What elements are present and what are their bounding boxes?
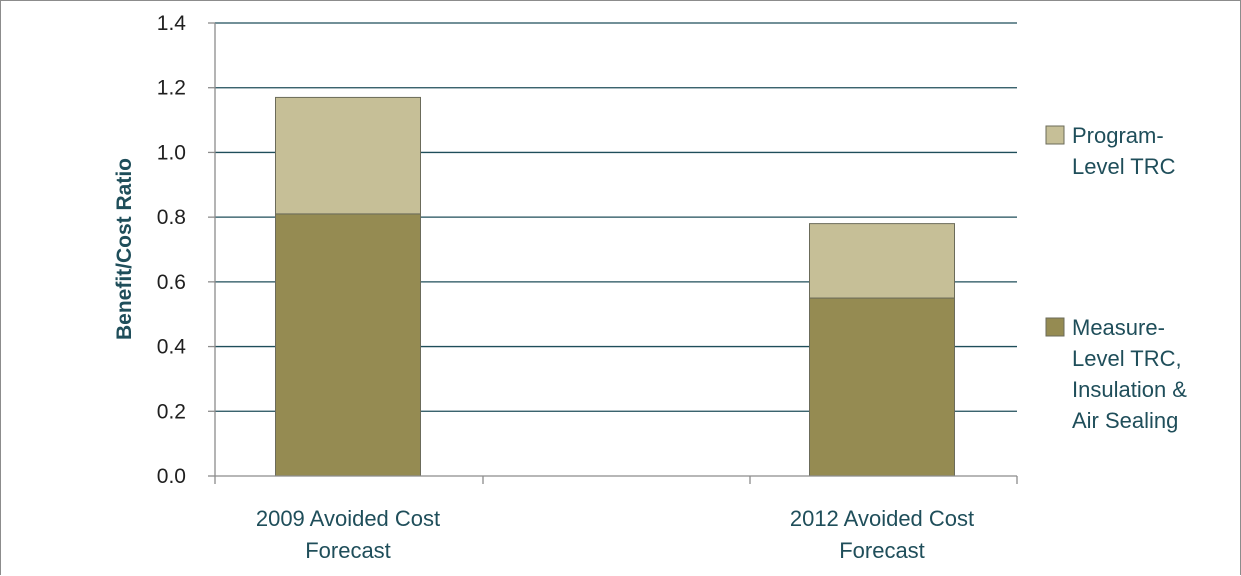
- bars: [275, 96, 955, 477]
- x-category-label: 2012 Avoided Cost: [790, 506, 974, 531]
- bar-segment: [275, 96, 421, 215]
- x-category-label: 2009 Avoided Cost: [256, 506, 440, 531]
- y-axis-title: Benefit/Cost Ratio: [113, 158, 136, 340]
- axes: 0.0 0.2 0.4 0.6 0.8 1.0 1.2 1.4 2009 Avoided Cos…: [157, 12, 1018, 563]
- legend-swatch: [1045, 125, 1065, 145]
- legend-label: Level TRC: [1072, 154, 1176, 179]
- bar-segment: [809, 223, 955, 299]
- legend-swatch: [1045, 317, 1065, 337]
- legend: Program- Level TRC Measure- Level TRC, Insul…: [1045, 123, 1187, 433]
- bar-segment: [809, 297, 955, 477]
- x-category-label: Forecast: [839, 538, 925, 563]
- legend-label: Insulation &: [1072, 377, 1187, 402]
- y-tick-label: 1.4: [157, 12, 187, 35]
- y-tick-label: 0.6: [157, 271, 186, 294]
- x-category-label: Forecast: [305, 538, 391, 563]
- legend-label: Program-: [1072, 123, 1164, 148]
- legend-label: Level TRC,: [1072, 346, 1182, 371]
- legend-label: Air Sealing: [1072, 408, 1178, 433]
- y-tick-label: 0.4: [157, 336, 187, 359]
- legend-label: Measure-: [1072, 315, 1165, 340]
- y-tick-label: 0.0: [157, 465, 186, 488]
- y-tick-label: 1.0: [157, 141, 186, 164]
- y-tick-label: 1.2: [157, 77, 186, 100]
- y-tick-label: 0.2: [157, 400, 186, 423]
- bar-segment: [275, 213, 421, 477]
- y-tick-label: 0.8: [157, 206, 186, 229]
